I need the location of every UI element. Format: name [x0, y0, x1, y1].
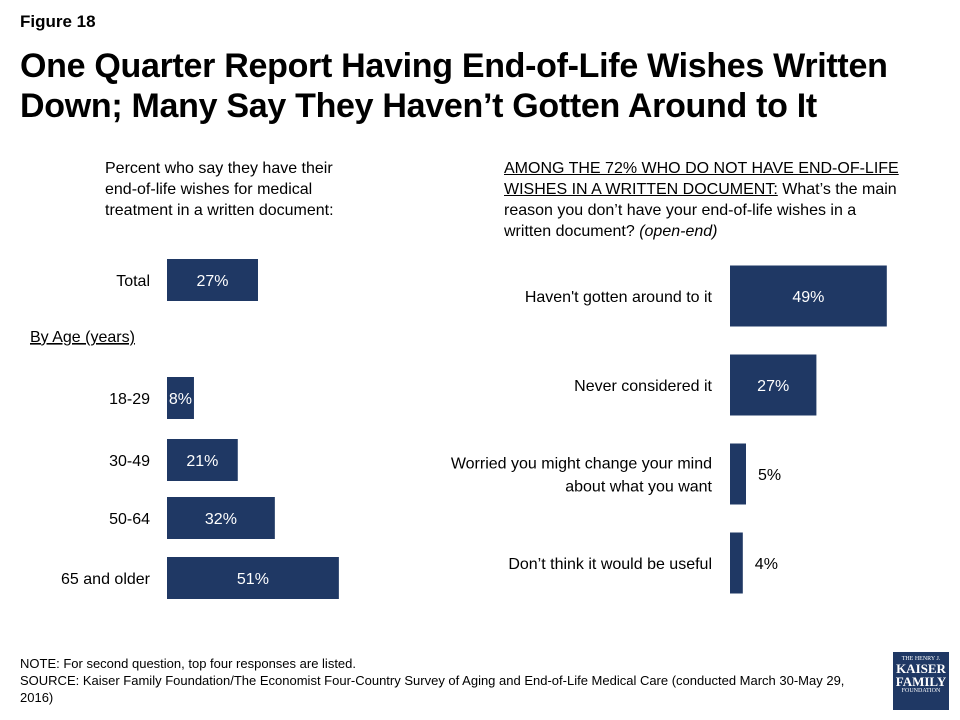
right-question-underlined-1: AMONG THE 72% WHO DO NOT HAVE END-OF-LIF…	[504, 160, 899, 177]
left-value-label-2: 21%	[186, 453, 218, 470]
left-value-label-1: 8%	[169, 391, 192, 408]
footer-source: SOURCE: Kaiser Family Foundation/The Eco…	[20, 673, 845, 705]
logo-line-4: FOUNDATION	[901, 688, 941, 694]
left-question-line-1: Percent who say they have their	[105, 160, 333, 177]
right-question-text-3: reason you don’t have your end-of-life w…	[504, 202, 857, 219]
right-question-text-4: written document?	[504, 223, 635, 240]
left-value-label-0: 27%	[196, 273, 228, 290]
right-question-text-2: What’s the main	[777, 181, 897, 198]
right-bar-1	[730, 354, 817, 416]
right-question-italic: (open-end)	[639, 223, 718, 240]
logo-line-1: THE HENRY J.	[901, 656, 941, 662]
left-bar-3	[167, 497, 275, 539]
right-category-label-2-1: about what you want	[565, 479, 712, 496]
right-question: AMONG THE 72% WHO DO NOT HAVE END-OF-LIF…	[504, 158, 914, 242]
left-category-label-3: 50-64	[109, 511, 150, 528]
right-value-label-0: 49%	[792, 289, 824, 306]
left-bar-chart: Total 27% 18-29 8% 30-49 21% 50-64 32% 65 and ol…	[30, 259, 339, 599]
chart-title-line-2: Down; Many Say They Haven’t Gotten Aroun…	[20, 87, 817, 125]
left-category-label-2: 30-49	[109, 453, 150, 470]
footer-note: NOTE: For second question, top four resp…	[20, 656, 357, 671]
right-bar-0	[730, 265, 887, 327]
left-category-label-4: 65 and older	[61, 571, 151, 588]
right-bar-chart: Haven't gotten around to it 49% Never cons…	[451, 265, 887, 594]
left-bar-0	[167, 259, 258, 301]
logo-line-2: KAISER	[896, 661, 946, 676]
right-category-label-3-0: Don’t think it would be useful	[508, 556, 712, 573]
left-bar-4	[167, 557, 339, 599]
left-question: Percent who say they have their end-of-l…	[105, 158, 375, 221]
right-value-label-1: 27%	[757, 378, 789, 395]
left-question-line-2: end-of-life wishes for medical	[105, 181, 313, 198]
left-bar-2	[167, 439, 238, 481]
right-category-label-0-0: Haven't gotten around to it	[525, 289, 713, 306]
kff-logo: THE HENRY J. KAISER FAMILY FOUNDATION	[893, 652, 949, 710]
right-value-label-3: 4%	[755, 556, 778, 573]
left-value-label-3: 32%	[205, 511, 237, 528]
chart-title: One Quarter Report Having End-of-Life Wi…	[20, 46, 920, 126]
age-group-label: By Age (years)	[30, 329, 135, 346]
right-category-label-2-0: Worried you might change your mind	[451, 456, 712, 473]
right-bar-2	[730, 443, 746, 505]
left-question-line-3: treatment in a written document:	[105, 202, 334, 219]
figure-label: Figure 18	[20, 12, 96, 31]
left-category-label-0: Total	[116, 273, 150, 290]
left-bar-1	[167, 377, 194, 419]
right-category-label-1-0: Never considered it	[574, 378, 712, 395]
right-bar-3	[730, 532, 743, 594]
right-question-underlined-2: WISHES IN A WRITTEN DOCUMENT:	[504, 181, 778, 198]
left-value-label-4: 51%	[237, 571, 269, 588]
right-value-label-2: 5%	[758, 467, 781, 484]
left-category-label-1: 18-29	[109, 391, 150, 408]
chart-title-line-1: One Quarter Report Having End-of-Life Wi…	[20, 47, 888, 85]
logo-line-3: FAMILY	[895, 674, 947, 689]
